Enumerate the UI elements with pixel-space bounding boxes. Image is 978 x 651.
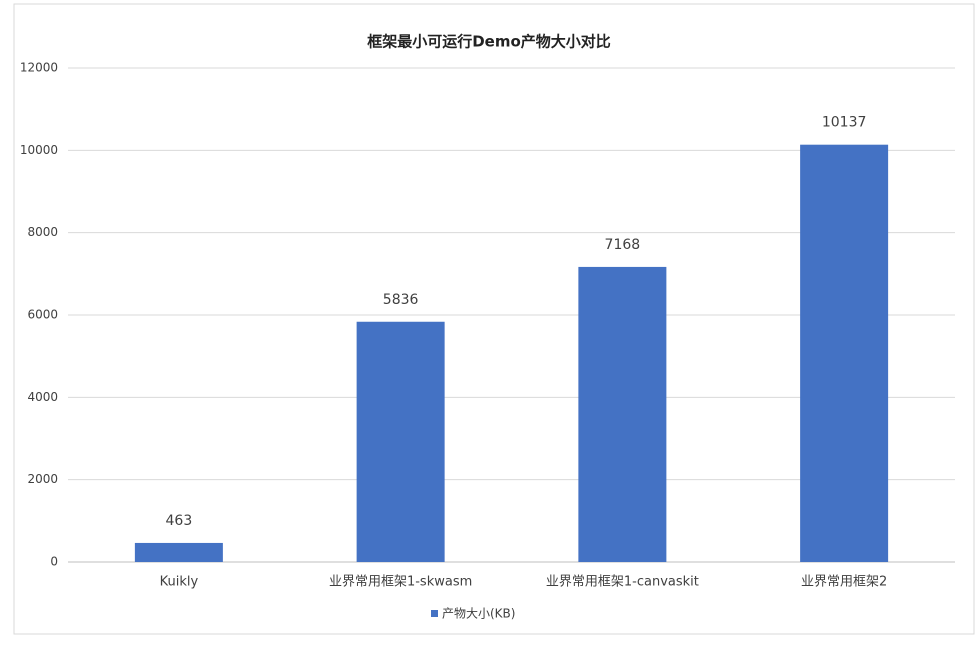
y-tick-label: 2000 (27, 472, 58, 486)
bar (356, 321, 445, 562)
y-tick-label: 6000 (27, 308, 58, 322)
x-tick-label: 业界常用框架1-skwasm (329, 575, 472, 590)
x-tick-label: 业界常用框架2 (801, 575, 887, 590)
bar (134, 542, 223, 562)
chart-title: 框架最小可运行Demo产物大小对比 (367, 33, 611, 51)
legend-label: 产物大小(KB) (442, 607, 515, 621)
data-label: 10137 (822, 115, 867, 131)
y-tick-label: 10000 (20, 143, 58, 157)
y-tick-label: 12000 (20, 61, 58, 75)
x-tick-label: 业界常用框架1-canvaskit (546, 575, 699, 590)
bar (578, 266, 667, 562)
data-label: 5836 (383, 292, 419, 308)
y-tick-label: 0 (50, 555, 58, 569)
data-label: 7168 (605, 237, 641, 253)
y-tick-label: 4000 (27, 390, 58, 404)
y-tick-label: 8000 (27, 225, 58, 239)
data-label: 463 (166, 513, 193, 529)
x-tick-label: Kuikly (160, 575, 199, 590)
legend-swatch (431, 610, 438, 617)
bar (800, 144, 889, 563)
